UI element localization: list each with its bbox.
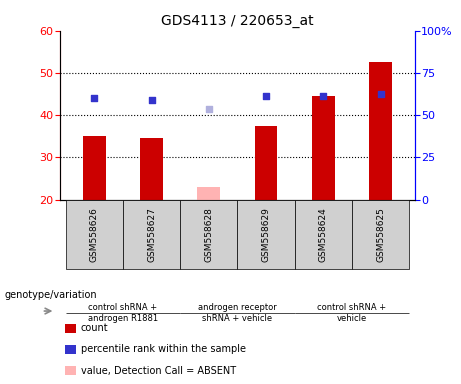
Bar (295, 200, 352, 269)
Point (319, 93, 327, 99)
Bar (123, 200, 180, 269)
Text: GSM558624: GSM558624 (319, 207, 328, 262)
Bar (237, 200, 295, 269)
Bar (140, 139, 163, 200)
Text: percentile rank within the sample: percentile rank within the sample (81, 344, 246, 354)
Text: value, Detection Call = ABSENT: value, Detection Call = ABSENT (81, 366, 236, 376)
Text: GSM558625: GSM558625 (376, 207, 385, 262)
Bar (65, 200, 123, 269)
Text: androgen receptor
shRNA + vehicle: androgen receptor shRNA + vehicle (198, 303, 277, 323)
Bar (369, 62, 392, 200)
Text: GSM558628: GSM558628 (204, 207, 213, 262)
Point (377, 91, 384, 97)
Bar (180, 200, 237, 269)
Point (205, 106, 213, 112)
Text: GSM558626: GSM558626 (90, 207, 99, 262)
Bar (312, 96, 335, 200)
Bar (83, 136, 106, 200)
Point (91, 95, 98, 101)
Text: control shRNA +
vehicle: control shRNA + vehicle (317, 303, 386, 323)
Text: GSM558627: GSM558627 (147, 207, 156, 262)
Bar (254, 126, 278, 200)
Point (148, 98, 155, 104)
Title: GDS4113 / 220653_at: GDS4113 / 220653_at (161, 14, 314, 28)
Point (262, 93, 270, 99)
Text: GSM558629: GSM558629 (261, 207, 271, 262)
Text: count: count (81, 323, 108, 333)
Text: control shRNA +
androgen R1881: control shRNA + androgen R1881 (88, 303, 158, 323)
Text: genotype/variation: genotype/variation (5, 290, 97, 300)
Bar (352, 200, 409, 269)
Bar (197, 187, 220, 200)
